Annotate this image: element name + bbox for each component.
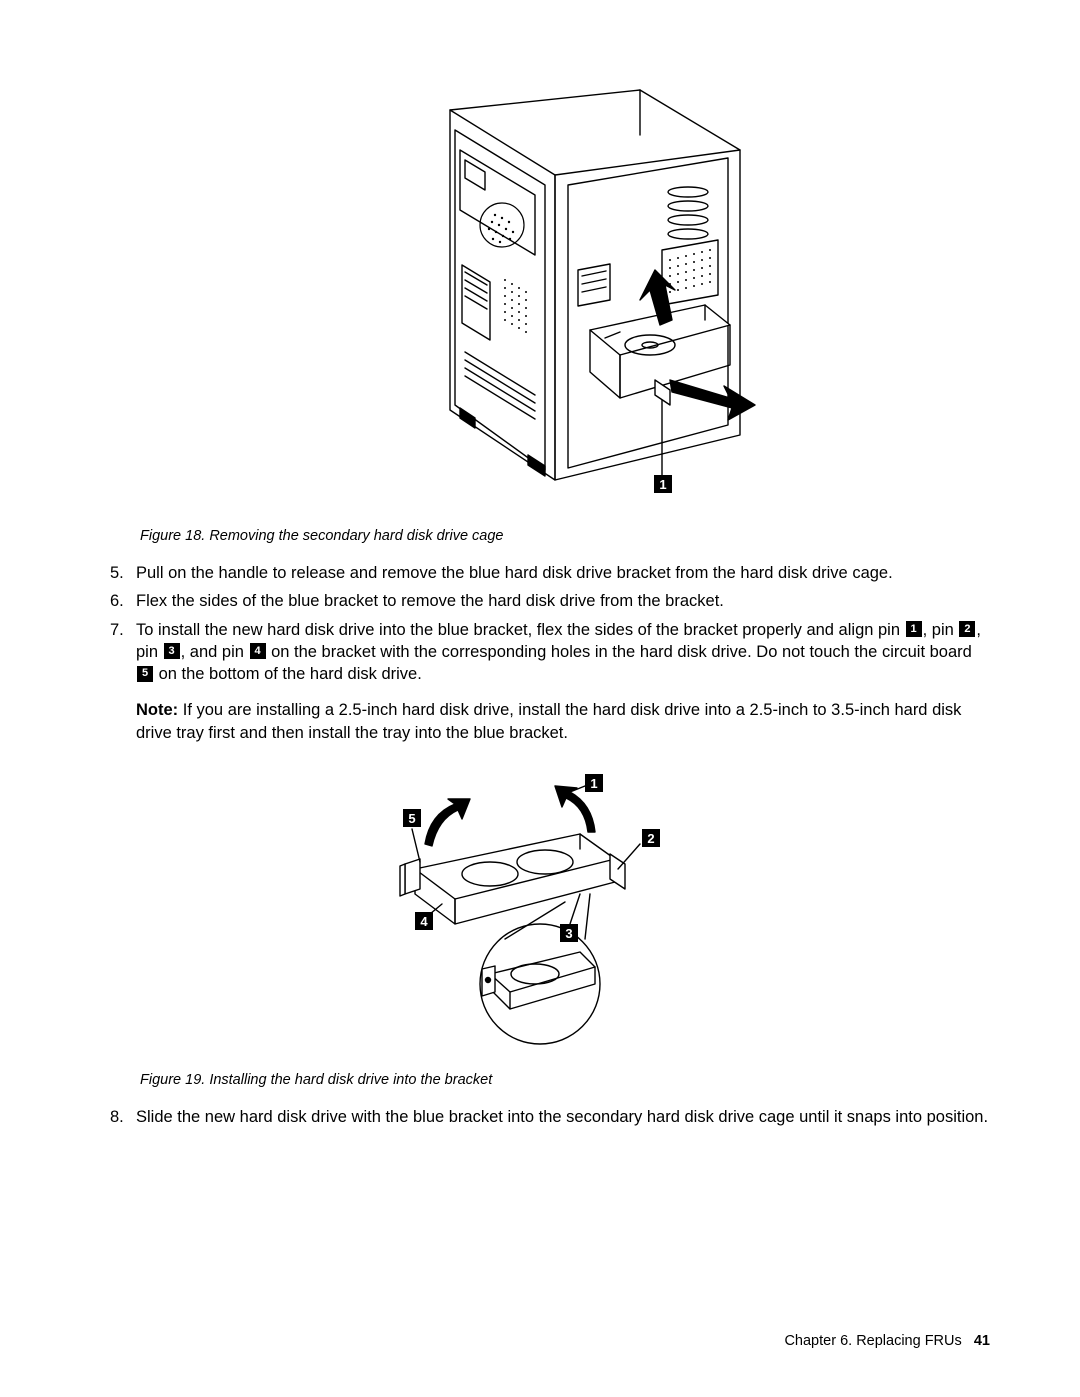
callout-5: 5 xyxy=(137,666,153,682)
step-7-text: To install the new hard disk drive into … xyxy=(136,619,990,744)
figure-19-caption: Figure 19. Installing the hard disk driv… xyxy=(90,1072,990,1088)
note-label: Note: xyxy=(136,701,178,719)
fig19-callout-1: 1 xyxy=(590,776,597,791)
footer-page-number: 41 xyxy=(974,1333,990,1349)
figure-18: 1 xyxy=(90,80,990,510)
step-6-number: 6. xyxy=(110,590,136,612)
step-7-number: 7. xyxy=(110,619,136,744)
step-7: 7. To install the new hard disk drive in… xyxy=(110,619,990,744)
figure-18-illustration: 1 xyxy=(310,80,770,510)
step-8-text: Slide the new hard disk drive with the b… xyxy=(136,1106,990,1128)
step-6: 6. Flex the sides of the blue bracket to… xyxy=(110,590,990,612)
instruction-list-2: 8. Slide the new hard disk drive with th… xyxy=(110,1106,990,1128)
fig19-callout-4: 4 xyxy=(420,914,428,929)
note-text: If you are installing a 2.5-inch hard di… xyxy=(136,701,961,741)
step-7-part-b: , pin xyxy=(923,621,959,639)
callout-3: 3 xyxy=(164,643,180,659)
step-5: 5. Pull on the handle to release and rem… xyxy=(110,562,990,584)
step-7-note: Note: If you are installing a 2.5-inch h… xyxy=(136,699,990,744)
fig18-callout-1: 1 xyxy=(659,477,666,492)
figure-19-illustration: 1 2 3 4 5 xyxy=(370,774,710,1054)
step-7-part-e: on the bracket with the corresponding ho… xyxy=(267,643,972,661)
callout-4: 4 xyxy=(250,643,266,659)
step-5-text: Pull on the handle to release and remove… xyxy=(136,562,990,584)
fig19-callout-5: 5 xyxy=(408,811,415,826)
step-7-part-a: To install the new hard disk drive into … xyxy=(136,621,905,639)
step-5-number: 5. xyxy=(110,562,136,584)
callout-1: 1 xyxy=(906,621,922,637)
figure-19: 1 2 3 4 5 xyxy=(90,774,990,1054)
step-8: 8. Slide the new hard disk drive with th… xyxy=(110,1106,990,1128)
callout-2: 2 xyxy=(959,621,975,637)
step-7-part-f: on the bottom of the hard disk drive. xyxy=(154,665,422,683)
footer-chapter: Chapter 6. Replacing FRUs xyxy=(784,1333,961,1349)
document-page: 1 Figure 18. Removing the secondary hard… xyxy=(0,0,1080,1397)
step-8-number: 8. xyxy=(110,1106,136,1128)
fig19-callout-3: 3 xyxy=(565,926,572,941)
step-6-text: Flex the sides of the blue bracket to re… xyxy=(136,590,990,612)
instruction-list: 5. Pull on the handle to release and rem… xyxy=(110,562,990,744)
page-footer: Chapter 6. Replacing FRUs 41 xyxy=(784,1333,990,1349)
step-7-part-d: , and pin xyxy=(181,643,249,661)
figure-18-caption: Figure 18. Removing the secondary hard d… xyxy=(90,528,990,544)
fig19-callout-2: 2 xyxy=(647,831,654,846)
